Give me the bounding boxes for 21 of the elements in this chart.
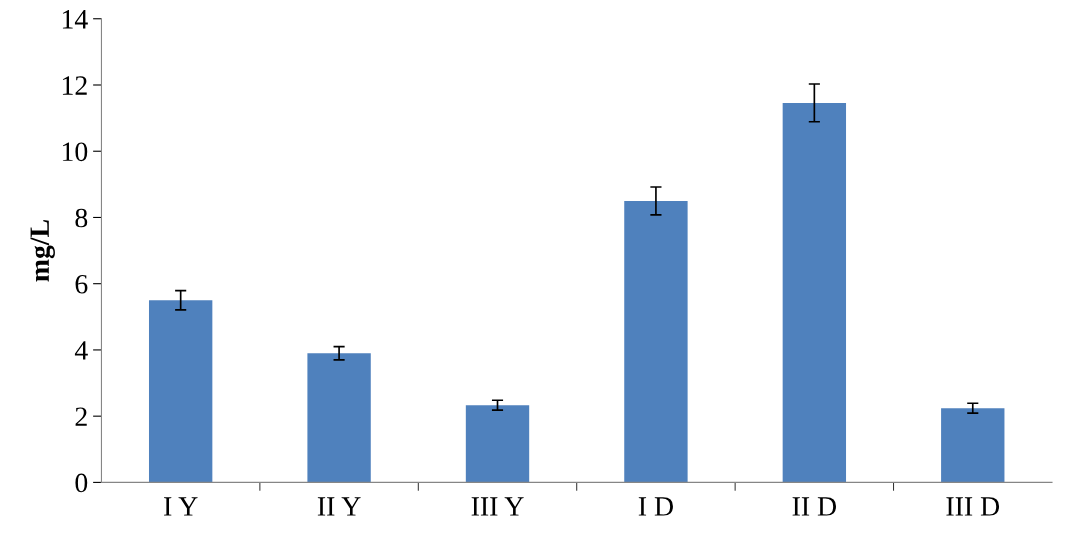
y-tick-label: 4: [74, 341, 88, 360]
y-tick-label: 0: [75, 473, 88, 493]
y-tick-label: 6: [75, 274, 88, 294]
y-axis-title: mg/L: [30, 220, 55, 282]
y-tick-label: 8: [75, 208, 88, 228]
x-tick-label: I D: [638, 497, 673, 516]
bar: [624, 200, 688, 483]
bar: [941, 408, 1005, 483]
y-tick-label: 14: [62, 10, 88, 29]
bar: [307, 353, 371, 483]
x-tick-label: I Y: [164, 497, 198, 516]
x-tick-label: II D: [792, 497, 836, 516]
bar: [782, 102, 847, 483]
y-tick-label: 2: [75, 407, 87, 426]
y-tick-label: 10: [62, 142, 88, 162]
bar: [148, 300, 213, 483]
y-tick-label: 12: [62, 76, 87, 95]
x-tick-label: III D: [946, 497, 1000, 516]
x-tick-label: II Y: [317, 497, 361, 516]
bar: [465, 405, 530, 483]
x-tick-label: III Y: [471, 497, 524, 516]
